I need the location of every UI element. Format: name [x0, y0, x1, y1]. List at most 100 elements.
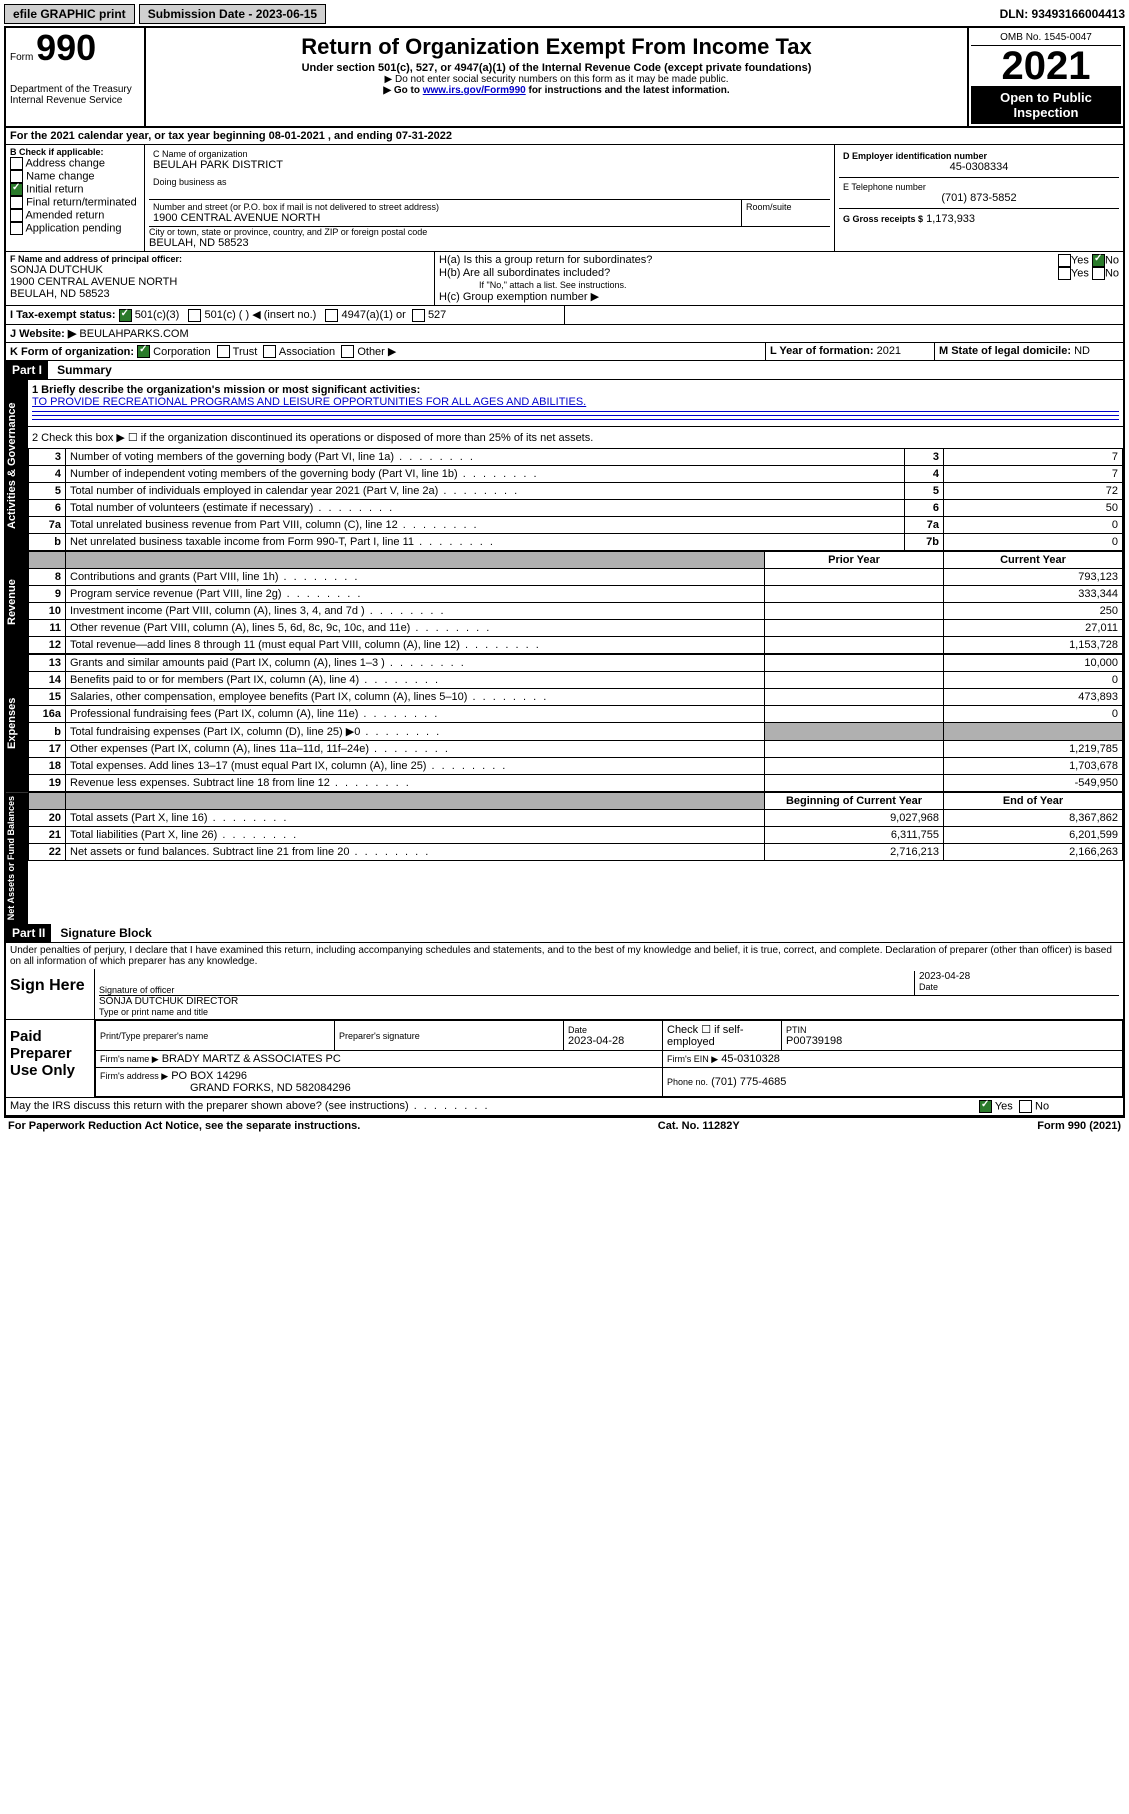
type-name-label: Type or print name and title [99, 1007, 1119, 1017]
room-label: Room/suite [746, 202, 826, 212]
opt-4947: 4947(a)(1) or [342, 309, 406, 321]
l-value: 2021 [877, 345, 901, 357]
firm-phone-label: Phone no. [667, 1077, 708, 1087]
dln-label: DLN: 93493166004413 [1000, 7, 1125, 21]
checkbox-amended[interactable] [10, 209, 23, 222]
irs-label: Internal Revenue Service [10, 95, 140, 106]
checkbox-app-pending[interactable] [10, 222, 23, 235]
org-city: BEULAH, ND 58523 [149, 237, 830, 249]
org-name: BEULAH PARK DISTRICT [153, 159, 826, 171]
hc-label: H(c) Group exemption number ▶ [439, 290, 1119, 303]
vtab-net-assets: Net Assets or Fund Balances [6, 792, 28, 924]
sign-here-row: Sign Here Signature of officer 2023-04-2… [6, 969, 1123, 1020]
yes-label: Yes [1071, 254, 1089, 266]
firm-phone: (701) 775-4685 [711, 1076, 786, 1088]
table-row: 3Number of voting members of the governi… [29, 449, 1123, 466]
k-opt-assoc: Association [279, 346, 335, 358]
table-row: 7aTotal unrelated business revenue from … [29, 517, 1123, 534]
i-527[interactable] [412, 309, 425, 322]
b-item-4: Amended return [25, 209, 104, 221]
irs-link[interactable]: www.irs.gov/Form990 [423, 85, 526, 96]
table-row: 6Total number of volunteers (estimate if… [29, 500, 1123, 517]
table-row: bTotal fundraising expenses (Part IX, co… [29, 723, 1123, 741]
dept-label: Department of the Treasury [10, 84, 140, 95]
firm-name: BRADY MARTZ & ASSOCIATES PC [162, 1053, 341, 1065]
submission-date-button[interactable]: Submission Date - 2023-06-15 [139, 4, 326, 24]
phone: (701) 873-5852 [843, 192, 1115, 204]
table-row: 4Number of independent voting members of… [29, 466, 1123, 483]
org-address: 1900 CENTRAL AVENUE NORTH [153, 212, 737, 224]
prep-date: 2023-04-28 [568, 1035, 658, 1047]
k-assoc[interactable] [263, 345, 276, 358]
form-container: Form 990 Department of the Treasury Inte… [4, 26, 1125, 1118]
k-other[interactable] [341, 345, 354, 358]
date-label: Date [919, 982, 1119, 992]
preparer-table: Print/Type preparer's name Preparer's si… [95, 1020, 1123, 1097]
ein: 45-0308334 [843, 161, 1115, 173]
table-row: bNet unrelated business taxable income f… [29, 534, 1123, 551]
i-4947[interactable] [325, 309, 338, 322]
sig-date: 2023-04-28 [919, 971, 1119, 982]
q1-label: 1 Briefly describe the organization's mi… [32, 384, 1119, 396]
topbar: efile GRAPHIC print Submission Date - 20… [4, 4, 1125, 24]
table-row: 9Program service revenue (Part VIII, lin… [29, 586, 1123, 603]
addr-label: Number and street (or P.O. box if mail i… [153, 202, 737, 212]
k-opt-other: Other ▶ [357, 346, 396, 358]
may-irs-text: May the IRS discuss this return with the… [10, 1100, 490, 1112]
checkbox-final-return[interactable] [10, 196, 23, 209]
exp-table: 13Grants and similar amounts paid (Part … [28, 654, 1123, 792]
firm-addr1: PO BOX 14296 [171, 1070, 247, 1082]
hb-note: If "No," attach a list. See instructions… [439, 280, 1119, 290]
firm-addr-label: Firm's address ▶ [100, 1071, 168, 1081]
gross-receipts: 1,173,933 [926, 213, 975, 225]
table-row: 19Revenue less expenses. Subtract line 1… [29, 775, 1123, 792]
box-c: C Name of organization BEULAH PARK DISTR… [145, 145, 834, 251]
line-j: J Website: ▶ BEULAHPARKS.COM [6, 325, 193, 342]
table-row: 14Benefits paid to or for members (Part … [29, 672, 1123, 689]
tax-year: 2021 [971, 46, 1121, 86]
part2-header: Part II [6, 924, 51, 942]
table-row: 22Net assets or fund balances. Subtract … [29, 844, 1123, 861]
box-b-title: B Check if applicable: [10, 147, 140, 157]
k-trust[interactable] [217, 345, 230, 358]
sig-officer-label: Signature of officer [99, 985, 914, 995]
officer-type-name: SONJA DUTCHUK DIRECTOR [99, 996, 1119, 1007]
line-i: I Tax-exempt status: 501(c)(3) 501(c) ( … [6, 306, 565, 324]
checkbox-initial-return[interactable] [10, 183, 23, 196]
may-irs-no[interactable] [1019, 1100, 1032, 1113]
may-irs-yes[interactable] [979, 1100, 992, 1113]
table-row: 18Total expenses. Add lines 13–17 (must … [29, 758, 1123, 775]
opt-501c3: 501(c)(3) [135, 309, 180, 321]
vtab-governance: Activities & Governance [6, 380, 28, 551]
ha-no[interactable] [1092, 254, 1105, 267]
note2-pre: ▶ Go to [383, 85, 422, 96]
col-current: Current Year [944, 552, 1123, 569]
net-table: Beginning of Current YearEnd of Year 20T… [28, 792, 1123, 861]
yes-label-3: Yes [995, 1101, 1013, 1113]
efile-button[interactable]: efile GRAPHIC print [4, 4, 135, 24]
officer-name: SONJA DUTCHUK [10, 264, 430, 276]
checkbox-address-change[interactable] [10, 157, 23, 170]
i-501c[interactable] [188, 309, 201, 322]
table-row: 8Contributions and grants (Part VIII, li… [29, 569, 1123, 586]
form-number-box: Form 990 Department of the Treasury Inte… [6, 28, 146, 126]
city-label: City or town, state or province, country… [149, 227, 830, 237]
note-link: ▶ Go to www.irs.gov/Form990 for instruct… [154, 85, 959, 96]
form-number: 990 [36, 27, 96, 68]
may-irs: May the IRS discuss this return with the… [6, 1098, 975, 1115]
b-item-3: Final return/terminated [26, 196, 137, 208]
declaration: Under penalties of perjury, I declare th… [6, 943, 1123, 969]
hb-yes[interactable] [1058, 267, 1071, 280]
i-501c3[interactable] [119, 309, 132, 322]
note2-post: for instructions and the latest informat… [526, 85, 730, 96]
footer-right: Form 990 (2021) [1037, 1120, 1121, 1132]
hb-no[interactable] [1092, 267, 1105, 280]
table-row: 16aProfessional fundraising fees (Part I… [29, 706, 1123, 723]
open-to-public: Open to Public Inspection [971, 86, 1121, 124]
k-label: K Form of organization: [10, 346, 134, 358]
box-h: H(a) Is this a group return for subordin… [435, 252, 1123, 305]
k-corp[interactable] [137, 345, 150, 358]
d-label: D Employer identification number [843, 151, 1115, 161]
box-b: B Check if applicable: Address change Na… [6, 145, 145, 251]
ha-yes[interactable] [1058, 254, 1071, 267]
